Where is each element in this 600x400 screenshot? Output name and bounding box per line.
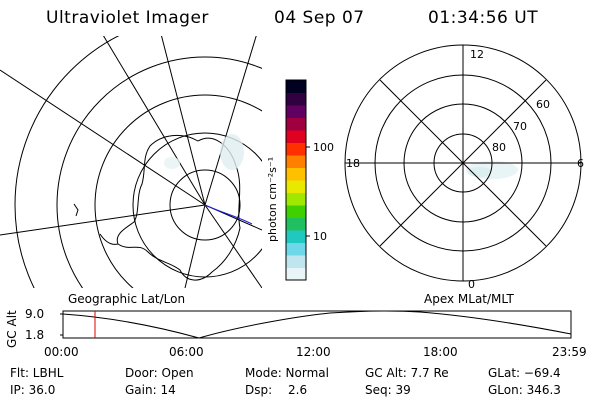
colorbar-segment: [286, 255, 306, 268]
colorbar-segment: [286, 230, 306, 243]
mlt-label-12: 12: [470, 48, 484, 61]
instrument-title: Ultraviolet Imager: [46, 8, 209, 28]
colorbar-segment: [286, 155, 306, 168]
gain-label: Gain: 14: [125, 383, 176, 397]
altitude-curve: [62, 310, 572, 339]
ip-label: IP: 36.0: [10, 383, 56, 397]
lat-label-60: 60: [536, 98, 550, 111]
colorbar-segment: [286, 205, 306, 218]
geographic-map: [0, 36, 262, 288]
dsp-value: 2.6: [288, 383, 308, 397]
altitude-ylabel: GC Alt: [5, 310, 19, 348]
geographic-label: Geographic Lat/Lon: [68, 292, 186, 306]
altitude-plot: [60, 310, 572, 339]
xtick-1800: 18:00: [423, 345, 458, 359]
colorbar-segment: [286, 192, 306, 206]
apex-label: Apex MLat/MLT: [424, 292, 514, 306]
glat-label: GLat: −69.4: [488, 366, 561, 380]
xtick-0600: 06:00: [169, 345, 204, 359]
glon-label: GLon: 346.3: [488, 383, 561, 397]
mlt-label-6: 6: [577, 157, 584, 170]
colorbar-segment: [286, 217, 306, 231]
apex-polar-grid: [344, 44, 582, 282]
lat-label-70: 70: [513, 120, 527, 133]
colorbar-tick-10: 10: [313, 230, 327, 243]
spacecraft-track: [204, 204, 253, 225]
colorbar-tick-100: 100: [313, 141, 334, 154]
xtick-0000: 00:00: [44, 345, 79, 359]
colorbar-unit: photon cm⁻²s⁻¹: [266, 156, 279, 242]
seq-label: Seq: 39: [365, 383, 411, 397]
colorbar-segment: [286, 117, 306, 131]
colorbar-segment: [286, 105, 306, 118]
colorbar-segment: [286, 92, 306, 106]
time-label: 01:34:56 UT: [428, 8, 539, 28]
altitude-ytick-high: 9.0: [25, 307, 45, 321]
colorbar-segment: [286, 180, 306, 193]
filter-label: Flt: LBHL: [10, 366, 64, 380]
xtick-2359: 23:59: [552, 345, 587, 359]
mlt-label-0: 0: [468, 278, 475, 291]
gcalt-label: GC Alt: 7.7 Re: [365, 366, 449, 380]
colorbar-segment: [286, 80, 306, 93]
colorbar-segment: [286, 242, 306, 256]
colorbar-segment: [286, 267, 306, 281]
altitude-ytick-low: 1.8: [25, 328, 45, 342]
mode-label: Mode: Normal: [245, 366, 329, 380]
colorbar-segment: [286, 167, 306, 181]
xtick-1200: 12:00: [296, 345, 331, 359]
date-label: 04 Sep 07: [274, 8, 365, 28]
door-label: Door: Open: [125, 366, 194, 380]
colorbar-segment: [286, 142, 306, 156]
colorbar-segment: [286, 130, 306, 143]
colorbar: [286, 80, 306, 281]
mlt-label-18: 18: [346, 157, 360, 170]
lat-label-80: 80: [492, 141, 506, 154]
dsp-label: Dsp:: [245, 383, 273, 397]
